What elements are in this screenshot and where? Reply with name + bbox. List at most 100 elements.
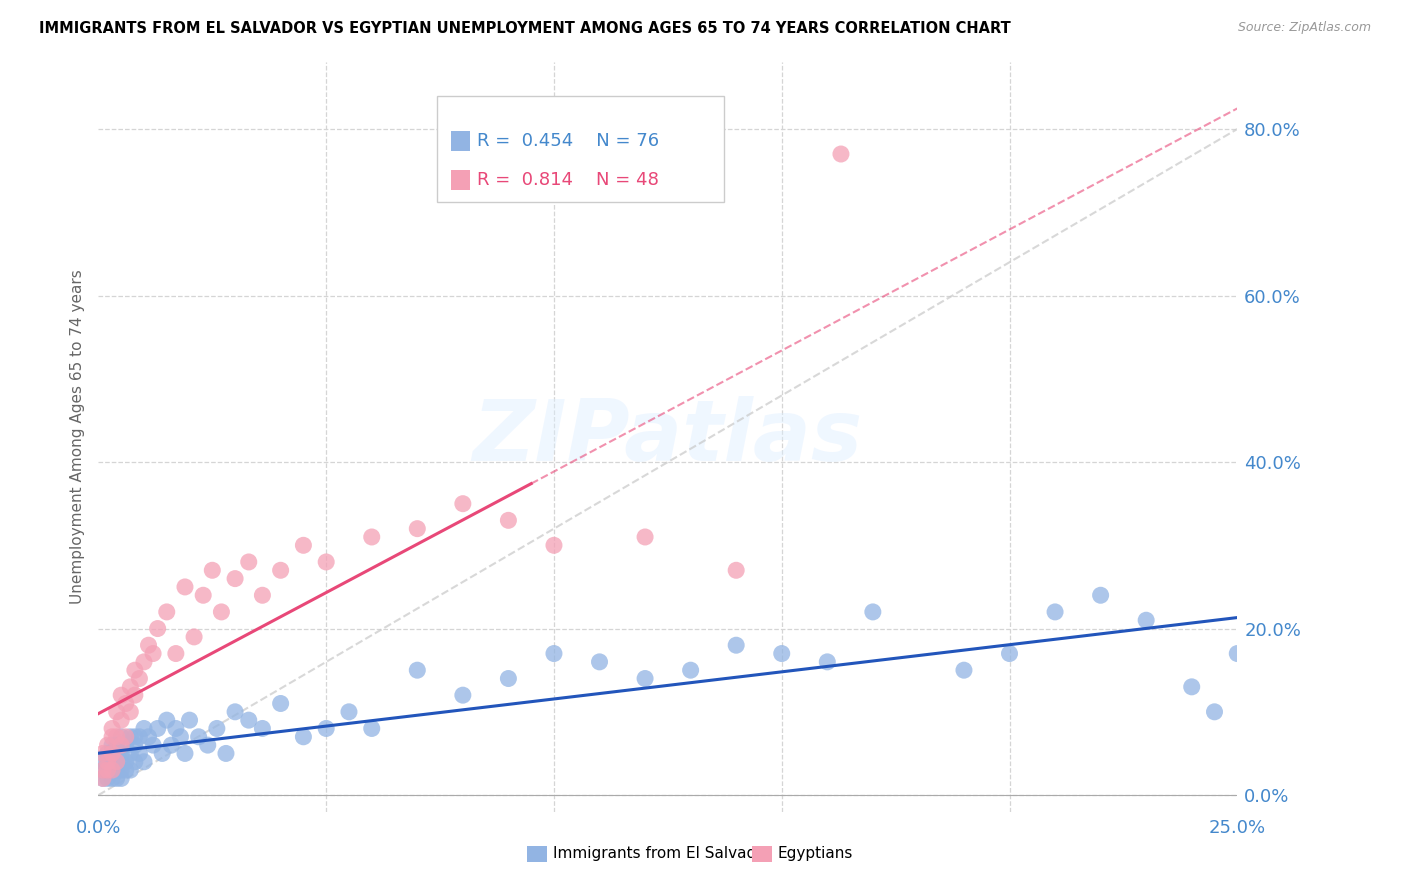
Point bbox=[124, 738, 146, 752]
Point bbox=[179, 713, 201, 727]
Point bbox=[725, 638, 748, 652]
Point bbox=[224, 572, 246, 586]
Point bbox=[209, 605, 232, 619]
Point bbox=[105, 705, 128, 719]
Point bbox=[815, 655, 838, 669]
Point bbox=[679, 663, 702, 677]
Point bbox=[101, 763, 124, 777]
Point bbox=[110, 713, 132, 727]
Point bbox=[96, 747, 118, 761]
Point bbox=[156, 605, 179, 619]
Point bbox=[110, 772, 132, 786]
Point bbox=[96, 763, 118, 777]
Point bbox=[91, 772, 114, 786]
Point bbox=[101, 755, 124, 769]
Point bbox=[105, 763, 128, 777]
Point bbox=[292, 730, 315, 744]
Point bbox=[105, 772, 128, 786]
Point bbox=[360, 722, 382, 736]
Text: R =  0.814    N = 48: R = 0.814 N = 48 bbox=[477, 171, 658, 189]
Point bbox=[114, 755, 136, 769]
Point bbox=[193, 588, 215, 602]
Point bbox=[91, 755, 114, 769]
Point bbox=[110, 747, 132, 761]
Point bbox=[110, 688, 132, 702]
Point bbox=[830, 147, 852, 161]
Point bbox=[120, 747, 142, 761]
Point bbox=[1181, 680, 1204, 694]
Point bbox=[187, 730, 209, 744]
Point bbox=[101, 738, 124, 752]
Point bbox=[1090, 588, 1112, 602]
Point bbox=[270, 563, 292, 577]
Point bbox=[498, 672, 520, 686]
Point bbox=[634, 672, 657, 686]
Point bbox=[124, 755, 146, 769]
Point bbox=[105, 747, 128, 761]
Point bbox=[96, 763, 118, 777]
Text: IMMIGRANTS FROM EL SALVADOR VS EGYPTIAN UNEMPLOYMENT AMONG AGES 65 TO 74 YEARS C: IMMIGRANTS FROM EL SALVADOR VS EGYPTIAN … bbox=[39, 21, 1011, 36]
Point bbox=[101, 772, 124, 786]
Text: Immigrants from El Salvador: Immigrants from El Salvador bbox=[553, 847, 772, 861]
Point bbox=[1226, 647, 1249, 661]
Point bbox=[315, 722, 337, 736]
Point bbox=[120, 730, 142, 744]
Point bbox=[101, 763, 124, 777]
Point bbox=[498, 513, 520, 527]
Point bbox=[238, 555, 260, 569]
Point bbox=[105, 730, 128, 744]
Point bbox=[252, 722, 274, 736]
Point bbox=[197, 738, 219, 752]
Point bbox=[360, 530, 382, 544]
Point bbox=[543, 647, 565, 661]
Point bbox=[146, 722, 169, 736]
Text: R =  0.454    N = 76: R = 0.454 N = 76 bbox=[477, 132, 659, 150]
Point bbox=[110, 730, 132, 744]
Point bbox=[252, 588, 274, 602]
Point bbox=[165, 647, 187, 661]
Point bbox=[128, 730, 150, 744]
Point bbox=[238, 713, 260, 727]
Point bbox=[725, 563, 748, 577]
Point bbox=[205, 722, 228, 736]
Point bbox=[101, 747, 124, 761]
Point bbox=[998, 647, 1021, 661]
Point bbox=[588, 655, 610, 669]
Point bbox=[160, 738, 183, 752]
Point bbox=[120, 705, 142, 719]
Point bbox=[174, 580, 197, 594]
Point bbox=[183, 630, 205, 644]
Point bbox=[132, 655, 155, 669]
Point bbox=[110, 738, 132, 752]
Point bbox=[953, 663, 976, 677]
Point bbox=[451, 688, 474, 702]
Point bbox=[150, 747, 173, 761]
Point bbox=[114, 697, 136, 711]
Point bbox=[91, 763, 114, 777]
Point bbox=[146, 622, 169, 636]
Point bbox=[215, 747, 238, 761]
Point bbox=[862, 605, 884, 619]
Point bbox=[105, 738, 128, 752]
Point bbox=[128, 747, 150, 761]
Point bbox=[174, 747, 197, 761]
Point bbox=[114, 763, 136, 777]
Point bbox=[634, 530, 657, 544]
Point bbox=[120, 680, 142, 694]
Point bbox=[124, 688, 146, 702]
Text: ZIPatlas: ZIPatlas bbox=[472, 395, 863, 479]
Point bbox=[451, 497, 474, 511]
Point bbox=[543, 538, 565, 552]
Text: Source: ZipAtlas.com: Source: ZipAtlas.com bbox=[1237, 21, 1371, 34]
Point bbox=[406, 663, 429, 677]
Point bbox=[224, 705, 246, 719]
Point bbox=[114, 730, 136, 744]
Point bbox=[138, 638, 160, 652]
Point bbox=[169, 730, 191, 744]
Point bbox=[270, 697, 292, 711]
Point bbox=[1204, 705, 1226, 719]
Point bbox=[156, 713, 179, 727]
Point bbox=[96, 772, 118, 786]
Point bbox=[105, 755, 128, 769]
Point bbox=[142, 647, 165, 661]
